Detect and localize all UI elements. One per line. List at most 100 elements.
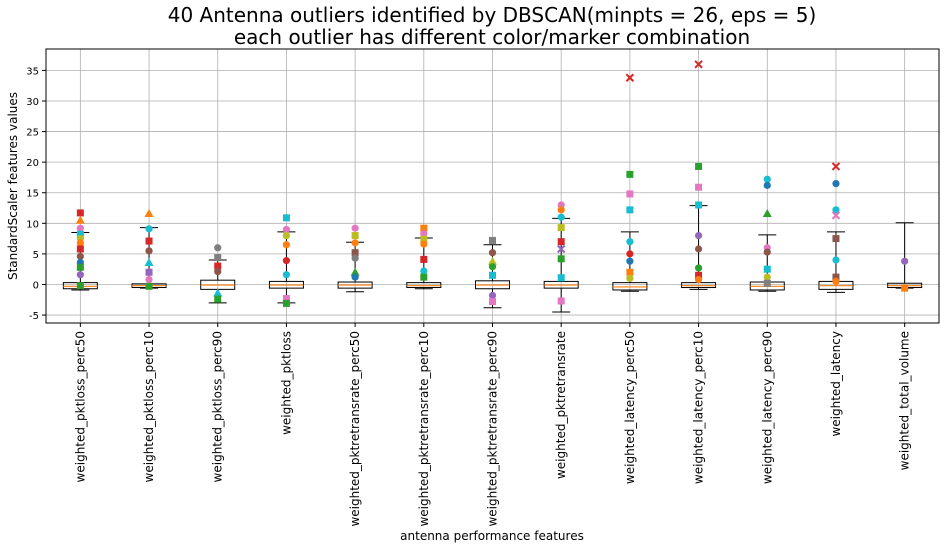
x-tick-label: weighted_pktretransrate_perc50: [348, 331, 362, 527]
x-stroke: [694, 60, 703, 69]
outlier-circle-marker: [763, 175, 771, 183]
outlier-circle-marker: [282, 231, 291, 240]
outlier-x-marker: [694, 60, 703, 69]
x-tick-label: weighted_pktloss_perc10: [142, 331, 156, 482]
outlier-circle-marker: [214, 244, 222, 252]
x-tick-label: weighted_pktloss_perc90: [211, 331, 225, 482]
outlier-square-marker: [489, 271, 496, 279]
outlier-square-marker: [695, 162, 703, 170]
outlier-square-marker: [145, 268, 153, 276]
outlier-circle-marker: [76, 271, 84, 279]
outlier-circle-marker: [76, 239, 84, 247]
outlier-square-marker: [626, 268, 634, 276]
outlier-circle-marker: [488, 249, 497, 257]
outlier-square-marker: [214, 254, 222, 262]
outlier-circle-marker: [282, 257, 291, 265]
y-tick-label: 0: [33, 280, 39, 291]
outlier-circle-marker: [76, 252, 84, 260]
outlier-triangle-marker: [213, 288, 223, 297]
outlier-square-marker: [695, 271, 703, 279]
outlier-circle-marker: [351, 273, 359, 281]
outlier-circle-marker: [832, 179, 840, 188]
x-tick-label: weighted_latency_perc10: [692, 331, 706, 484]
y-tick-label: 30: [26, 97, 39, 108]
x-tick-label: weighted_pktretransrate_perc10: [417, 331, 431, 527]
x-axis-ticks: weighted_pktloss_perc50 weighted_pktloss_…: [73, 323, 912, 527]
outlier-circle-marker: [76, 224, 84, 232]
outlier-square-marker: [282, 299, 290, 307]
outlier-circle-marker: [763, 273, 771, 281]
outlier-circle-marker: [282, 271, 291, 279]
outlier-square-marker: [557, 255, 565, 263]
outlier-circle-marker: [694, 264, 703, 272]
x-tick-label: weighted_pktretransrate: [554, 331, 568, 479]
outlier-circle-marker: [351, 239, 359, 247]
outlier-triangle-marker: [762, 209, 772, 218]
outlier-square-marker: [832, 235, 840, 243]
box: [406, 282, 442, 289]
outlier-square-marker: [214, 262, 222, 270]
outlier-square-marker: [214, 295, 222, 303]
grid: [46, 49, 939, 323]
x-stroke: [556, 244, 566, 254]
outlier-circle-marker: [626, 238, 634, 246]
x-stroke: [831, 162, 841, 171]
outlier-circle-marker: [832, 277, 840, 286]
outlier-square-marker: [763, 265, 771, 273]
outlier-square-marker: [76, 263, 84, 271]
y-tick-label: -5: [29, 311, 39, 322]
outlier-x-marker: [625, 73, 635, 82]
x-tick-label: weighted_pktloss_perc50: [73, 331, 87, 482]
outlier-square-marker: [76, 230, 84, 238]
y-tick-label: 15: [26, 189, 39, 200]
outlier-square-marker: [145, 237, 153, 245]
outlier-circle-marker: [282, 225, 291, 234]
outlier-square-marker: [626, 206, 634, 214]
outlier-circle-marker: [420, 240, 428, 248]
x-axis-label: antenna performance features: [400, 529, 584, 543]
chart-title-line2: each outlier has different color/marker …: [234, 25, 750, 49]
outlier-circle-marker: [763, 248, 771, 256]
outlier-circle-marker: [832, 206, 840, 214]
y-tick-label: 25: [26, 128, 39, 139]
outlier-circle-marker: [557, 213, 565, 221]
y-axis-label: StandardScaler features values: [6, 92, 20, 280]
outlier-square-marker: [695, 183, 703, 191]
outlier-square-marker: [626, 170, 634, 178]
outlier-circle-marker: [557, 206, 565, 214]
x-stroke: [625, 73, 635, 82]
outlier-points: [75, 60, 909, 307]
x-tick-label: weighted_latency: [829, 331, 843, 437]
x-tick-label: weighted_total_volume: [898, 331, 912, 470]
outlier-x-marker: [556, 244, 566, 254]
outlier-circle-marker: [145, 247, 153, 255]
outlier-circle-marker: [694, 245, 703, 253]
outlier-square-marker: [145, 282, 153, 290]
outlier-circle-marker: [832, 256, 840, 264]
outlier-circle-marker: [145, 225, 153, 233]
outlier-triangle-marker: [350, 267, 360, 276]
x-tick-label: weighted_latency_perc50: [623, 331, 637, 484]
outlier-square-marker: [695, 201, 703, 209]
outlier-circle-marker: [626, 250, 634, 258]
outlier-square-marker: [626, 190, 634, 198]
y-tick-label: 5: [33, 250, 39, 261]
outlier-circle-marker: [351, 224, 359, 232]
outlier-triangle-marker: [144, 209, 154, 218]
outlier-triangle-marker: [75, 215, 85, 224]
y-tick-label: 35: [26, 66, 39, 77]
outlier-circle-marker: [351, 254, 359, 262]
outlier-square-marker: [763, 279, 771, 287]
outlier-square-marker: [557, 274, 565, 282]
x-tick-label: weighted_pktloss: [279, 331, 293, 435]
outlier-square-marker: [557, 238, 565, 246]
outlier-square-marker: [351, 232, 359, 240]
outlier-square-marker: [489, 298, 496, 306]
outlier-square-marker: [420, 235, 428, 243]
outlier-square-marker: [901, 284, 909, 292]
outlier-square-marker: [832, 273, 840, 281]
outlier-x-marker: [831, 211, 841, 220]
outlier-triangle-marker: [144, 257, 154, 266]
